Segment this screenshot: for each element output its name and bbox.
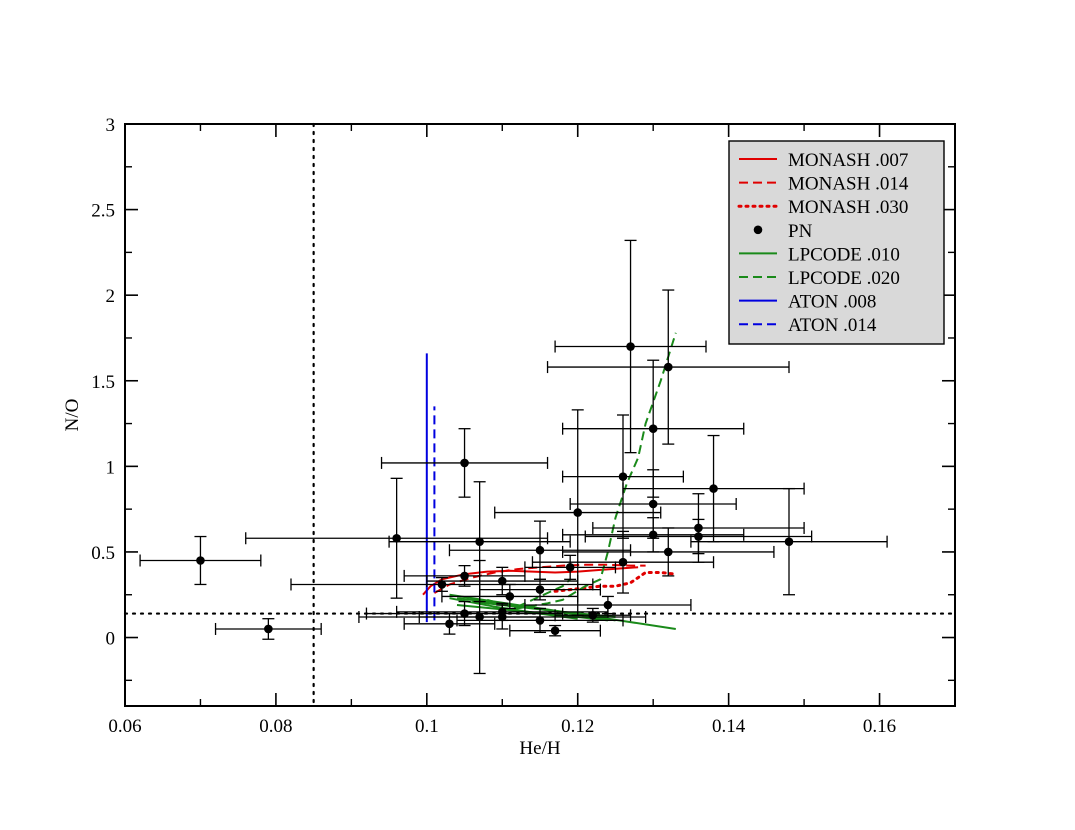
pn-data-point bbox=[524, 595, 692, 615]
x-tick-label: 0.08 bbox=[259, 716, 292, 737]
pn-marker bbox=[550, 626, 560, 635]
pn-marker bbox=[618, 557, 628, 567]
pn-marker bbox=[437, 580, 447, 589]
pn-data-point bbox=[561, 517, 745, 553]
pn-data-point bbox=[554, 607, 632, 623]
pn-marker bbox=[784, 537, 794, 546]
legend-label-monash-014: MONASH .014 bbox=[788, 174, 909, 195]
pn-marker bbox=[392, 533, 401, 543]
pn-marker bbox=[264, 624, 273, 634]
legend-label-lpcode-020: LPCODE .020 bbox=[788, 268, 900, 289]
x-tick-label: 0.16 bbox=[863, 716, 896, 737]
x-tick-label: 0.14 bbox=[712, 716, 746, 737]
pn-marker bbox=[694, 532, 703, 541]
y-tick-label: 1 bbox=[106, 457, 116, 478]
pn-data-point bbox=[245, 477, 549, 599]
pn-data-point bbox=[584, 518, 813, 555]
legend-label-monash-030: MONASH .030 bbox=[788, 197, 908, 218]
pn-marker bbox=[475, 537, 484, 546]
pn-marker bbox=[460, 571, 469, 581]
pn-marker bbox=[460, 458, 469, 468]
plot-frame bbox=[124, 123, 956, 707]
legend-label-aton-014: ATON .014 bbox=[788, 315, 877, 336]
pn-points bbox=[139, 239, 888, 675]
pn-marker bbox=[648, 530, 658, 540]
pn-marker bbox=[445, 619, 454, 629]
pn-data-point bbox=[690, 487, 888, 596]
pn-data-point bbox=[478, 578, 602, 601]
pn-data-point bbox=[380, 428, 549, 498]
pn-data-point bbox=[358, 604, 647, 630]
pn-marker bbox=[505, 592, 515, 601]
pn-marker bbox=[497, 576, 507, 586]
series-line-lpcode-020 bbox=[516, 578, 571, 608]
x-tick-label: 0.1 bbox=[415, 716, 439, 737]
pn-data-point bbox=[554, 239, 707, 454]
y-tick-label: 0 bbox=[106, 629, 116, 650]
pn-marker bbox=[603, 600, 613, 610]
legend-label-monash-007: MONASH .007 bbox=[788, 150, 908, 171]
pn-data-point bbox=[403, 564, 526, 587]
pn-data-point bbox=[139, 535, 262, 586]
pn-marker bbox=[618, 472, 628, 481]
pn-marker bbox=[648, 424, 658, 433]
pn-data-point bbox=[561, 414, 685, 539]
y-tick-label: 1.5 bbox=[91, 372, 115, 393]
series-line-monash-030 bbox=[553, 571, 678, 593]
pn-data-point bbox=[426, 566, 579, 596]
pn-marker bbox=[588, 610, 598, 620]
pn-data-point bbox=[622, 434, 805, 543]
y-tick-label: 3 bbox=[106, 115, 116, 136]
pn-marker bbox=[663, 547, 673, 557]
pn-marker bbox=[535, 616, 545, 625]
pn-data-point bbox=[531, 530, 715, 594]
pn-data-point bbox=[214, 618, 322, 640]
tick-labels: 0.06 0.08 0.1 0.12 0.14 0.16 0 0.5 1 1.5 2 2.5 3 bbox=[91, 115, 896, 737]
legend-marker-pn bbox=[753, 225, 763, 235]
pn-marker bbox=[565, 563, 575, 572]
legend-box bbox=[728, 140, 945, 345]
pn-marker bbox=[535, 585, 545, 594]
legend-label-pn: PN bbox=[788, 221, 813, 242]
pn-data-point bbox=[509, 624, 602, 637]
pn-data-point bbox=[441, 583, 579, 610]
pn-data-point bbox=[290, 576, 594, 592]
pn-marker bbox=[648, 499, 658, 509]
legend-label-lpcode-010: LPCODE .010 bbox=[788, 244, 900, 265]
pn-marker bbox=[535, 545, 545, 555]
legend-label-aton-008: ATON .008 bbox=[788, 292, 876, 313]
pn-marker bbox=[573, 508, 583, 517]
pn-marker bbox=[709, 484, 718, 493]
pn-data-point bbox=[546, 289, 790, 445]
y-tick-label: 0.5 bbox=[91, 543, 115, 564]
pn-data-point bbox=[456, 607, 624, 634]
pn-marker bbox=[497, 612, 507, 622]
y-tick-label: 2 bbox=[106, 286, 116, 307]
pn-marker bbox=[196, 556, 205, 565]
pn-marker bbox=[663, 362, 673, 372]
y-tick-label: 2.5 bbox=[91, 201, 115, 222]
pn-data-point bbox=[524, 554, 617, 580]
x-axis-title: He/H bbox=[519, 738, 560, 759]
x-tick-label: 0.06 bbox=[108, 716, 141, 737]
x-tick-label: 0.12 bbox=[561, 716, 594, 737]
pn-marker bbox=[626, 342, 635, 351]
y-axis-title: N/O bbox=[62, 399, 83, 432]
axis-ticks bbox=[124, 123, 955, 706]
